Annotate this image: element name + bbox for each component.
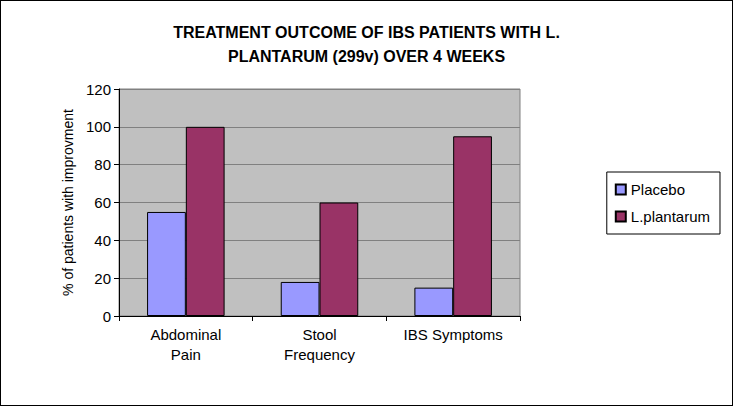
svg-text:Stool: Stool: [302, 326, 336, 343]
svg-text:% of patients with improvment: % of patients with improvment: [60, 109, 76, 296]
svg-text:60: 60: [94, 194, 111, 211]
svg-text:120: 120: [86, 81, 111, 98]
svg-text:40: 40: [94, 232, 111, 249]
svg-text:Abdominal: Abdominal: [150, 326, 221, 343]
svg-text:100: 100: [86, 118, 111, 135]
svg-text:L.plantarum: L.plantarum: [631, 208, 710, 225]
svg-text:PLANTARUM (299v) OVER 4 WEEKS: PLANTARUM (299v) OVER 4 WEEKS: [228, 48, 505, 65]
svg-text:TREATMENT OUTCOME OF IBS PATIE: TREATMENT OUTCOME OF IBS PATIENTS WITH L…: [173, 24, 560, 41]
svg-text:Pain: Pain: [171, 346, 201, 363]
svg-text:0: 0: [103, 308, 111, 325]
svg-text:20: 20: [94, 270, 111, 287]
svg-text:Frequency: Frequency: [284, 346, 355, 363]
svg-text:80: 80: [94, 156, 111, 173]
svg-text:IBS Symptoms: IBS Symptoms: [404, 326, 503, 343]
svg-text:Placebo: Placebo: [631, 181, 685, 198]
